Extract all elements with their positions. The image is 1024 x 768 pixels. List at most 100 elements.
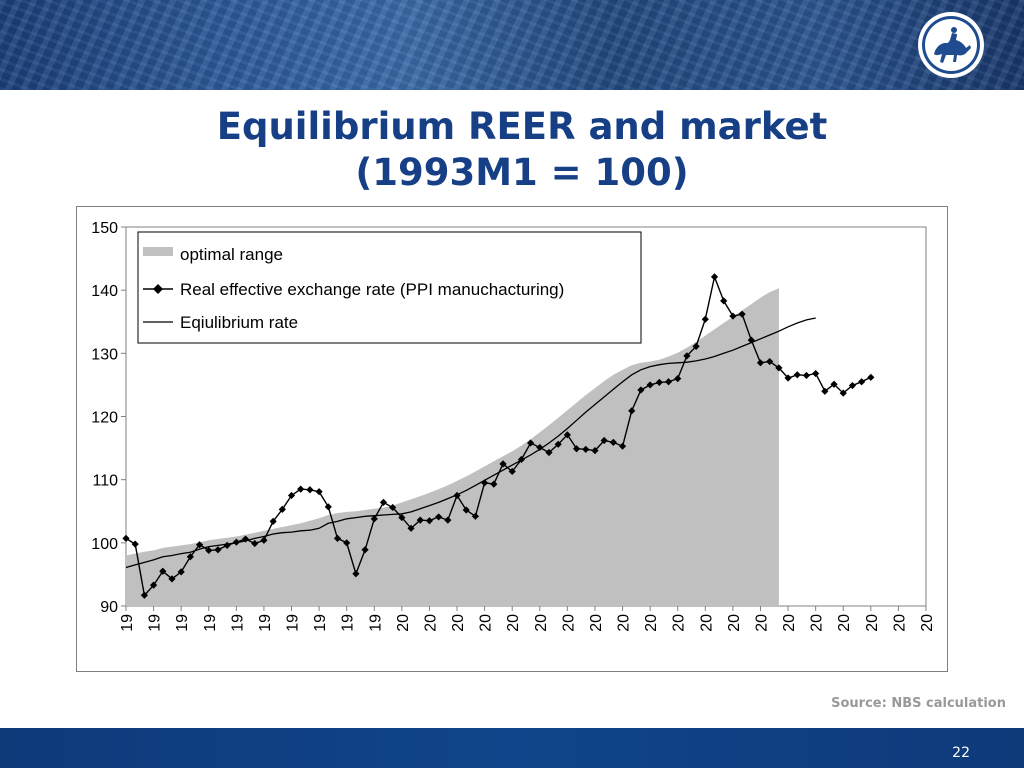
y-tick-label-90: 90 [100, 599, 118, 616]
reer-point [628, 407, 636, 415]
x-tick-label: 19 [174, 614, 191, 632]
x-tick-label: 20 [891, 614, 908, 632]
legend-marker-reer [153, 284, 163, 294]
x-tick-label: 20 [616, 614, 633, 632]
reer-point [462, 506, 470, 514]
x-tick-label: 20 [588, 614, 605, 632]
title-line-2: (1993M1 = 100) [355, 151, 689, 194]
reer-point [802, 371, 811, 380]
reer-point [793, 371, 801, 379]
reer-point [471, 512, 480, 520]
x-tick-label: 20 [450, 614, 467, 632]
reer-point [582, 445, 590, 453]
reer-point [278, 505, 286, 513]
x-tick-label: 19 [229, 614, 246, 632]
reer-point [848, 381, 857, 390]
x-tick-label: 20 [864, 614, 881, 632]
x-tick-label: 20 [422, 614, 439, 632]
legend-label-optimal-range: optimal range [180, 245, 283, 264]
x-tick-label: 19 [285, 614, 302, 632]
x-tick-label: 20 [781, 614, 798, 632]
x-tick-label: 20 [643, 614, 660, 632]
y-tick-label-110: 110 [92, 473, 118, 490]
reer-point [554, 440, 562, 448]
reer-point [214, 546, 222, 554]
reer-point [251, 539, 259, 548]
x-tick-label: 20 [836, 614, 853, 632]
chart-frame: 90 100 110 120 130 140 150 19 19 19 19 19 19 19 19 19 19… [76, 206, 948, 672]
x-tick-label: 20 [919, 614, 936, 632]
reer-point [343, 539, 351, 547]
y-tick-label-100: 100 [91, 536, 118, 553]
reer-point [591, 447, 599, 455]
reer-point [407, 524, 415, 532]
y-tick-label-150: 150 [91, 220, 118, 237]
reer-point [324, 503, 332, 511]
x-tick-label: 19 [202, 614, 219, 632]
x-tick-label: 20 [671, 614, 688, 632]
reer-point [241, 535, 250, 543]
reer-point [692, 342, 700, 350]
reer-point [867, 373, 875, 381]
reer-point [370, 515, 378, 523]
equilibrium-line [125, 317, 816, 569]
reer-point [425, 517, 434, 525]
x-tick-label: 19 [147, 614, 164, 632]
reer-point [490, 480, 498, 488]
x-tick-label: 20 [809, 614, 826, 632]
reer-point [720, 297, 728, 305]
reer-point [195, 541, 204, 549]
reer-point [508, 467, 516, 476]
reer-point [269, 517, 277, 525]
legend-label-reer: Real effective exchange rate (PPI manuch… [180, 280, 564, 299]
x-tick-label: 20 [395, 614, 412, 632]
reer-point [361, 546, 369, 554]
reer-point [205, 546, 213, 555]
reer-point [821, 387, 829, 395]
reer-point [352, 570, 360, 578]
x-tick-label: 20 [560, 614, 577, 632]
y-tick-label-120: 120 [91, 410, 118, 427]
reer-point [710, 273, 719, 281]
x-tick-label: 19 [312, 614, 329, 632]
reer-point [333, 534, 342, 543]
slide-title: Equilibrium REER and market (1993M1 = 10… [0, 104, 1024, 196]
reer-point [526, 439, 535, 447]
reer-point [315, 488, 323, 496]
reer-point [545, 448, 553, 457]
legend-box [137, 231, 642, 344]
x-tick-label: 20 [533, 614, 550, 632]
x-tick-label: 19 [340, 614, 357, 632]
x-tick-label: 20 [726, 614, 743, 632]
reer-point [435, 513, 443, 521]
x-tick-label: 19 [119, 614, 136, 632]
bank-logo-icon [918, 12, 984, 78]
reer-point [260, 536, 268, 544]
reer-point [499, 460, 507, 468]
page-number: 22 [952, 745, 970, 761]
reer-point [379, 498, 388, 507]
reer-point [159, 567, 167, 575]
header-banner [0, 0, 1024, 90]
banner-texture [0, 0, 1024, 90]
x-tick-label: 20 [478, 614, 495, 632]
x-tick-label: 20 [698, 614, 715, 632]
reer-point [140, 591, 148, 599]
reer-point [858, 378, 866, 386]
reer-point [149, 581, 158, 589]
reer-point [398, 513, 406, 522]
reer-point [186, 553, 194, 561]
reer-point [784, 374, 792, 382]
reer-point [306, 486, 314, 494]
optimal-range-area [126, 288, 779, 606]
reer-point [563, 431, 571, 439]
footer-bar [0, 728, 1024, 768]
x-tick-label: 19 [257, 614, 274, 632]
reer-point [683, 352, 691, 360]
title-line-1: Equilibrium REER and market [216, 105, 828, 148]
reer-point [297, 485, 305, 493]
reer-point [177, 568, 185, 576]
reer-point [223, 541, 231, 549]
x-tick-label: 19 [367, 614, 384, 632]
reer-point [536, 443, 544, 452]
